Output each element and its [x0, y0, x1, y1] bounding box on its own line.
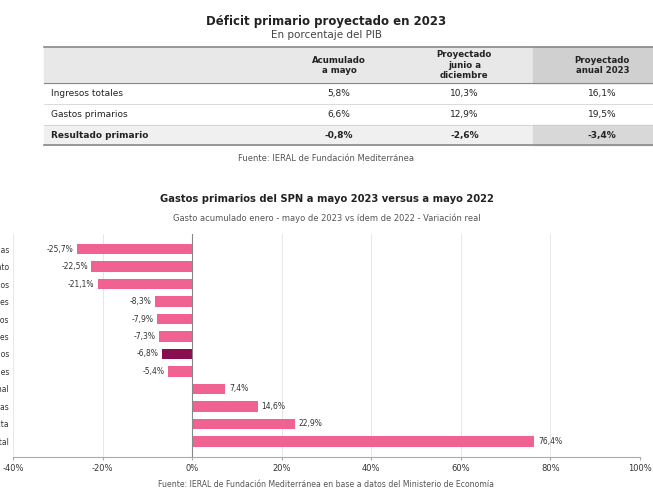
Text: 16,1%: 16,1% [588, 89, 616, 98]
Text: -0,8%: -0,8% [325, 131, 353, 139]
Text: Ingresos totales: Ingresos totales [51, 89, 123, 98]
Text: 12,9%: 12,9% [450, 110, 479, 119]
Text: Gasto acumulado enero - mayo de 2023 vs ídem de 2022 - Variación real: Gasto acumulado enero - mayo de 2023 vs … [172, 214, 481, 223]
Text: En porcentaje del PIB: En porcentaje del PIB [271, 29, 382, 40]
Text: Fuente: IERAL de Fundación Mediterránea: Fuente: IERAL de Fundación Mediterránea [238, 154, 415, 164]
Text: 76,4%: 76,4% [538, 437, 562, 446]
Text: -8,3%: -8,3% [129, 297, 151, 306]
Text: -6,8%: -6,8% [136, 350, 158, 358]
Text: 10,3%: 10,3% [450, 89, 479, 98]
Bar [44, 48, 653, 83]
Bar [534, 48, 653, 83]
Bar [162, 349, 192, 359]
Text: -21,1%: -21,1% [68, 279, 94, 289]
Bar [98, 279, 192, 289]
Text: Gastos primarios: Gastos primarios [51, 110, 127, 119]
Text: -25,7%: -25,7% [47, 245, 74, 254]
Text: -7,3%: -7,3% [134, 332, 156, 341]
Text: Proyectado
junio a
diciembre: Proyectado junio a diciembre [437, 51, 492, 80]
Bar [44, 125, 653, 145]
Text: Proyectado
anual 2023: Proyectado anual 2023 [575, 55, 630, 75]
Text: -22,5%: -22,5% [61, 262, 88, 271]
Text: 22,9%: 22,9% [298, 419, 322, 428]
Bar [168, 366, 192, 377]
Bar [155, 297, 192, 307]
Bar [192, 436, 534, 446]
Text: Gastos primarios del SPN a mayo 2023 versus a mayo 2022: Gastos primarios del SPN a mayo 2023 ver… [159, 194, 494, 204]
Text: 14,6%: 14,6% [261, 402, 285, 411]
Text: 5,8%: 5,8% [328, 89, 351, 98]
Text: -7,9%: -7,9% [131, 315, 153, 324]
Text: -2,6%: -2,6% [450, 131, 479, 139]
Bar [157, 314, 192, 324]
Text: -3,4%: -3,4% [588, 131, 616, 139]
Text: 7,4%: 7,4% [229, 384, 248, 393]
Bar [534, 125, 653, 145]
Bar [192, 401, 257, 411]
Text: Resultado primario: Resultado primario [51, 131, 148, 139]
Bar [192, 418, 295, 429]
Bar [91, 261, 192, 272]
Text: Déficit primario proyectado en 2023: Déficit primario proyectado en 2023 [206, 15, 447, 27]
Bar [192, 383, 225, 394]
Text: -5,4%: -5,4% [142, 367, 165, 376]
Text: 19,5%: 19,5% [588, 110, 616, 119]
Bar [159, 331, 192, 342]
Text: Acumulado
a mayo: Acumulado a mayo [312, 55, 366, 75]
Text: Fuente: IERAL de Fundación Mediterránea en base a datos del Ministerio de Econom: Fuente: IERAL de Fundación Mediterránea … [159, 480, 494, 489]
Text: 6,6%: 6,6% [328, 110, 351, 119]
Bar [77, 244, 192, 254]
